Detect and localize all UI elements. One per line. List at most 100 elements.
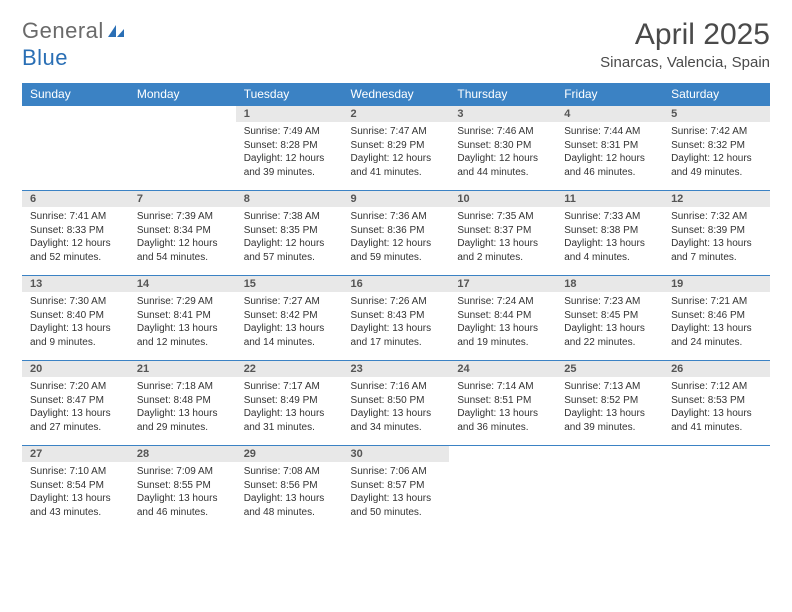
daylight-line: Daylight: 12 hours and 44 minutes. — [457, 152, 548, 179]
sunset-line: Sunset: 8:42 PM — [244, 309, 335, 323]
day-number: 5 — [663, 106, 770, 122]
daylight-line: Daylight: 12 hours and 52 minutes. — [30, 237, 121, 264]
day-number: 22 — [236, 361, 343, 377]
day-details: Sunrise: 7:16 AMSunset: 8:50 PMDaylight:… — [343, 377, 450, 438]
day-details: Sunrise: 7:44 AMSunset: 8:31 PMDaylight:… — [556, 122, 663, 183]
day-details: Sunrise: 7:32 AMSunset: 8:39 PMDaylight:… — [663, 207, 770, 268]
daylight-line: Daylight: 13 hours and 29 minutes. — [137, 407, 228, 434]
day-number: 4 — [556, 106, 663, 122]
sunset-line: Sunset: 8:30 PM — [457, 139, 548, 153]
header: GeneralBlue April 2025 Sinarcas, Valenci… — [22, 18, 770, 71]
sunrise-line: Sunrise: 7:16 AM — [351, 380, 442, 394]
day-number: 1 — [236, 106, 343, 122]
logo-text: GeneralBlue — [22, 18, 126, 71]
day-number: 12 — [663, 191, 770, 207]
column-header: Wednesday — [343, 83, 450, 106]
calendar-day-cell: 10Sunrise: 7:35 AMSunset: 8:37 PMDayligh… — [449, 191, 556, 276]
day-number: 2 — [343, 106, 450, 122]
daylight-line: Daylight: 13 hours and 34 minutes. — [351, 407, 442, 434]
day-number: 27 — [22, 446, 129, 462]
sunset-line: Sunset: 8:47 PM — [30, 394, 121, 408]
day-number: 11 — [556, 191, 663, 207]
daylight-line: Daylight: 13 hours and 31 minutes. — [244, 407, 335, 434]
calendar-day-cell: 12Sunrise: 7:32 AMSunset: 8:39 PMDayligh… — [663, 191, 770, 276]
sunrise-line: Sunrise: 7:42 AM — [671, 125, 762, 139]
day-number: 29 — [236, 446, 343, 462]
calendar-day-cell: 14Sunrise: 7:29 AMSunset: 8:41 PMDayligh… — [129, 276, 236, 361]
sunset-line: Sunset: 8:45 PM — [564, 309, 655, 323]
sunset-line: Sunset: 8:37 PM — [457, 224, 548, 238]
calendar-day-cell: 5 Sunrise: 7:42 AMSunset: 8:32 PMDaylight… — [663, 106, 770, 191]
daylight-line: Daylight: 12 hours and 39 minutes. — [244, 152, 335, 179]
sunrise-line: Sunrise: 7:10 AM — [30, 465, 121, 479]
calendar-day-cell: 4Sunrise: 7:44 AMSunset: 8:31 PMDaylight… — [556, 106, 663, 191]
sunset-line: Sunset: 8:46 PM — [671, 309, 762, 323]
sunset-line: Sunset: 8:40 PM — [30, 309, 121, 323]
calendar-body: 1Sunrise: 7:49 AMSunset: 8:28 PMDaylight… — [22, 106, 770, 536]
sunset-line: Sunset: 8:55 PM — [137, 479, 228, 493]
calendar-week-row: 20Sunrise: 7:20 AMSunset: 8:47 PMDayligh… — [22, 361, 770, 446]
day-details: Sunrise: 7:12 AMSunset: 8:53 PMDaylight:… — [663, 377, 770, 438]
sunset-line: Sunset: 8:54 PM — [30, 479, 121, 493]
sunrise-line: Sunrise: 7:20 AM — [30, 380, 121, 394]
day-number: 14 — [129, 276, 236, 292]
sunset-line: Sunset: 8:39 PM — [671, 224, 762, 238]
sunset-line: Sunset: 8:51 PM — [457, 394, 548, 408]
calendar-day-cell: 6Sunrise: 7:41 AMSunset: 8:33 PMDaylight… — [22, 191, 129, 276]
day-number: 24 — [449, 361, 556, 377]
calendar-day-cell: 30Sunrise: 7:06 AMSunset: 8:57 PMDayligh… — [343, 446, 450, 536]
sunset-line: Sunset: 8:41 PM — [137, 309, 228, 323]
daylight-line: Daylight: 13 hours and 7 minutes. — [671, 237, 762, 264]
daylight-line: Daylight: 13 hours and 48 minutes. — [244, 492, 335, 519]
day-details: Sunrise: 7:29 AMSunset: 8:41 PMDaylight:… — [129, 292, 236, 353]
logo-part2: Blue — [22, 45, 68, 70]
daylight-line: Daylight: 13 hours and 39 minutes. — [564, 407, 655, 434]
sunrise-line: Sunrise: 7:35 AM — [457, 210, 548, 224]
day-details: Sunrise: 7:06 AMSunset: 8:57 PMDaylight:… — [343, 462, 450, 523]
day-number: 15 — [236, 276, 343, 292]
daylight-line: Daylight: 13 hours and 12 minutes. — [137, 322, 228, 349]
day-details: Sunrise: 7:39 AMSunset: 8:34 PMDaylight:… — [129, 207, 236, 268]
calendar-header-row: SundayMondayTuesdayWednesdayThursdayFrid… — [22, 83, 770, 106]
day-number: 26 — [663, 361, 770, 377]
daylight-line: Daylight: 13 hours and 27 minutes. — [30, 407, 121, 434]
calendar-day-cell: 25Sunrise: 7:13 AMSunset: 8:52 PMDayligh… — [556, 361, 663, 446]
day-details: Sunrise: 7:23 AMSunset: 8:45 PMDaylight:… — [556, 292, 663, 353]
sunrise-line: Sunrise: 7:33 AM — [564, 210, 655, 224]
daylight-line: Daylight: 13 hours and 17 minutes. — [351, 322, 442, 349]
daylight-line: Daylight: 12 hours and 54 minutes. — [137, 237, 228, 264]
calendar-day-cell: 13Sunrise: 7:30 AMSunset: 8:40 PMDayligh… — [22, 276, 129, 361]
calendar-day-cell: 24 Sunrise: 7:14 AMSunset: 8:51 PMDayligh… — [449, 361, 556, 446]
sunset-line: Sunset: 8:50 PM — [351, 394, 442, 408]
day-details: Sunrise: 7:21 AMSunset: 8:46 PMDaylight:… — [663, 292, 770, 353]
daylight-line: Daylight: 13 hours and 36 minutes. — [457, 407, 548, 434]
calendar-week-row: 1Sunrise: 7:49 AMSunset: 8:28 PMDaylight… — [22, 106, 770, 191]
sunrise-line: Sunrise: 7:18 AM — [137, 380, 228, 394]
daylight-line: Daylight: 12 hours and 49 minutes. — [671, 152, 762, 179]
sunrise-line: Sunrise: 7:29 AM — [137, 295, 228, 309]
day-details: Sunrise: 7:49 AMSunset: 8:28 PMDaylight:… — [236, 122, 343, 183]
page-title: April 2025 — [600, 18, 770, 52]
daylight-line: Daylight: 12 hours and 57 minutes. — [244, 237, 335, 264]
day-number: 25 — [556, 361, 663, 377]
daylight-line: Daylight: 13 hours and 50 minutes. — [351, 492, 442, 519]
sunrise-line: Sunrise: 7:41 AM — [30, 210, 121, 224]
day-number: 6 — [22, 191, 129, 207]
day-number: 23 — [343, 361, 450, 377]
calendar-table: SundayMondayTuesdayWednesdayThursdayFrid… — [22, 83, 770, 536]
daylight-line: Daylight: 12 hours and 59 minutes. — [351, 237, 442, 264]
calendar-empty-cell — [129, 106, 236, 191]
day-details: Sunrise: 7:38 AMSunset: 8:35 PMDaylight:… — [236, 207, 343, 268]
sunset-line: Sunset: 8:32 PM — [671, 139, 762, 153]
sail-icon — [106, 19, 126, 45]
day-details: Sunrise: 7:24 AMSunset: 8:44 PMDaylight:… — [449, 292, 556, 353]
daylight-line: Daylight: 13 hours and 19 minutes. — [457, 322, 548, 349]
day-details: Sunrise: 7:18 AMSunset: 8:48 PMDaylight:… — [129, 377, 236, 438]
day-number: 19 — [663, 276, 770, 292]
calendar-day-cell: 1Sunrise: 7:49 AMSunset: 8:28 PMDaylight… — [236, 106, 343, 191]
calendar-day-cell: 22Sunrise: 7:17 AMSunset: 8:49 PMDayligh… — [236, 361, 343, 446]
sunset-line: Sunset: 8:56 PM — [244, 479, 335, 493]
day-number: 18 — [556, 276, 663, 292]
sunrise-line: Sunrise: 7:14 AM — [457, 380, 548, 394]
column-header: Saturday — [663, 83, 770, 106]
